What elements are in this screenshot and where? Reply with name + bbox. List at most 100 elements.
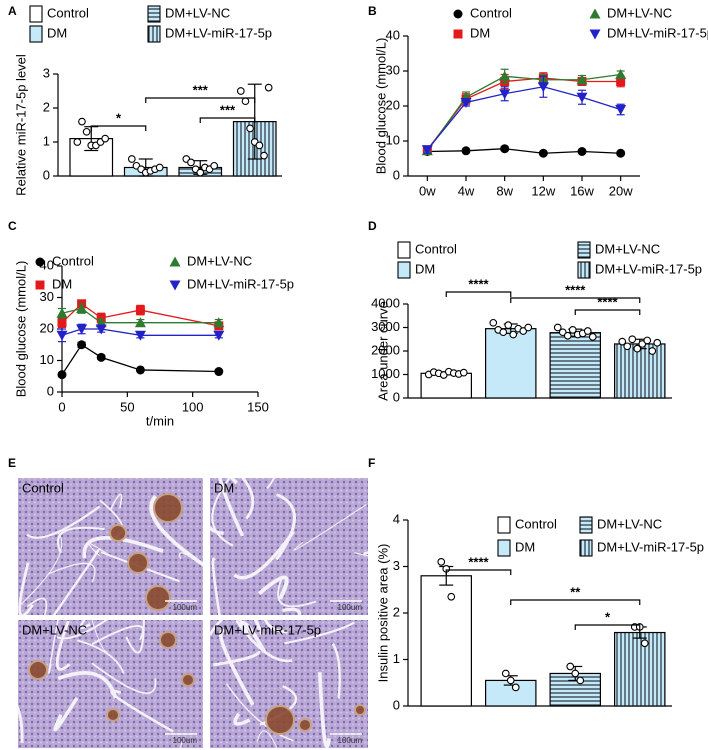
data-point (583, 327, 592, 335)
data-point (524, 323, 533, 332)
legend-label: Control (415, 241, 457, 256)
legend-label: DM+LV-NC (187, 253, 252, 268)
data-point (623, 342, 632, 351)
significance-bracket (574, 624, 641, 630)
data-point (459, 368, 468, 377)
legend-label: Control (52, 253, 94, 268)
legend-swatch (579, 539, 593, 557)
panel-label: C (8, 219, 17, 233)
marker (460, 98, 472, 108)
data-point (437, 557, 446, 566)
histology-image (210, 620, 368, 748)
significance-label: **** (597, 294, 618, 309)
x-tick-label: 150 (247, 399, 269, 414)
legend-label: DM+LV-NC (597, 516, 662, 531)
x-tick-label: 4w (458, 183, 475, 198)
series-line (426, 86, 621, 151)
y-tick-label: 1 (393, 651, 400, 666)
image-label: DM+LV-miR-17-5p (214, 622, 321, 637)
data-point (509, 330, 518, 339)
x-tick-label: 16w (570, 183, 594, 198)
significance-label: *** (193, 82, 209, 97)
data-point (643, 336, 652, 345)
legend-label: DM (47, 25, 67, 40)
marker (213, 330, 225, 341)
data-point (246, 124, 254, 133)
data-point (73, 138, 82, 146)
marker (421, 145, 433, 156)
data-point (241, 97, 250, 106)
y-tick-label: 0 (393, 697, 400, 712)
legend-marker (589, 29, 601, 40)
significance-label: **** (468, 554, 489, 569)
x-tick-label: 20w (609, 183, 633, 198)
data-point (210, 161, 219, 170)
data-point (571, 669, 580, 678)
bar (613, 631, 666, 707)
data-point (236, 87, 245, 95)
legend-label: DM+LV-miR-17-5p (187, 276, 294, 291)
marker (616, 148, 626, 158)
data-point (447, 592, 456, 601)
data-point (501, 669, 510, 678)
y-axis-label: Relative miR-17-5p level (13, 54, 28, 196)
marker (537, 82, 549, 93)
x-tick-label: 0w (419, 183, 436, 198)
data-point (260, 151, 268, 160)
y-tick-label: 2000 (371, 342, 400, 357)
data-point (255, 141, 264, 150)
legend-marker (169, 256, 181, 267)
significance-label: **** (565, 282, 586, 297)
data-point (588, 333, 597, 341)
data-point (499, 328, 508, 337)
legend-label: DM (470, 25, 490, 40)
series-line (426, 77, 621, 151)
y-tick-label: 0 (47, 383, 54, 398)
legend-marker (35, 257, 45, 267)
data-point (155, 163, 164, 172)
marker (500, 144, 510, 154)
legend-marker (453, 9, 463, 19)
y-axis-label: Area under curve (375, 301, 390, 401)
data-point (568, 326, 577, 334)
marker (461, 146, 471, 156)
legend-swatch (397, 261, 411, 279)
y-tick-label: 30 (386, 62, 400, 77)
marker (96, 352, 106, 362)
panel-label: B (368, 4, 377, 18)
legend-label: DM+LV-miR-17-5p (595, 261, 702, 276)
scale-bar-label: 100um (173, 736, 198, 745)
data-point (628, 335, 637, 344)
y-tick-label: 1000 (371, 366, 400, 381)
y-tick-label: 10 (386, 132, 400, 147)
data-point (633, 344, 642, 353)
marker (214, 367, 224, 377)
x-tick-label: 100 (182, 399, 204, 414)
image-label: Control (22, 480, 64, 495)
marker (135, 305, 145, 315)
legend-label: DM+LV-NC (607, 5, 672, 20)
x-tick-label: 0 (58, 399, 65, 414)
significance-label: * (605, 609, 611, 624)
x-axis-label: t/min (146, 413, 174, 428)
legend-label: Control (470, 5, 512, 20)
legend-swatch (29, 5, 43, 23)
image-label: DM (214, 480, 234, 495)
y-axis-label: Insulin positive area (%) (375, 544, 390, 683)
data-point (653, 338, 662, 347)
y-tick-label: 30 (40, 289, 54, 304)
data-point (127, 155, 136, 163)
scale-bar-label: 100um (173, 603, 198, 612)
legend-label: DM+LV-miR-17-5p (165, 25, 272, 40)
histology-image (18, 620, 203, 748)
significance-bracket (199, 117, 256, 123)
data-point (506, 676, 515, 685)
marker (77, 340, 87, 350)
significance-bracket (445, 291, 512, 297)
data-point (566, 662, 575, 671)
y-tick-label: 4 (393, 511, 400, 526)
data-point (511, 683, 520, 692)
data-point (78, 117, 86, 126)
legend-swatch (29, 25, 43, 43)
